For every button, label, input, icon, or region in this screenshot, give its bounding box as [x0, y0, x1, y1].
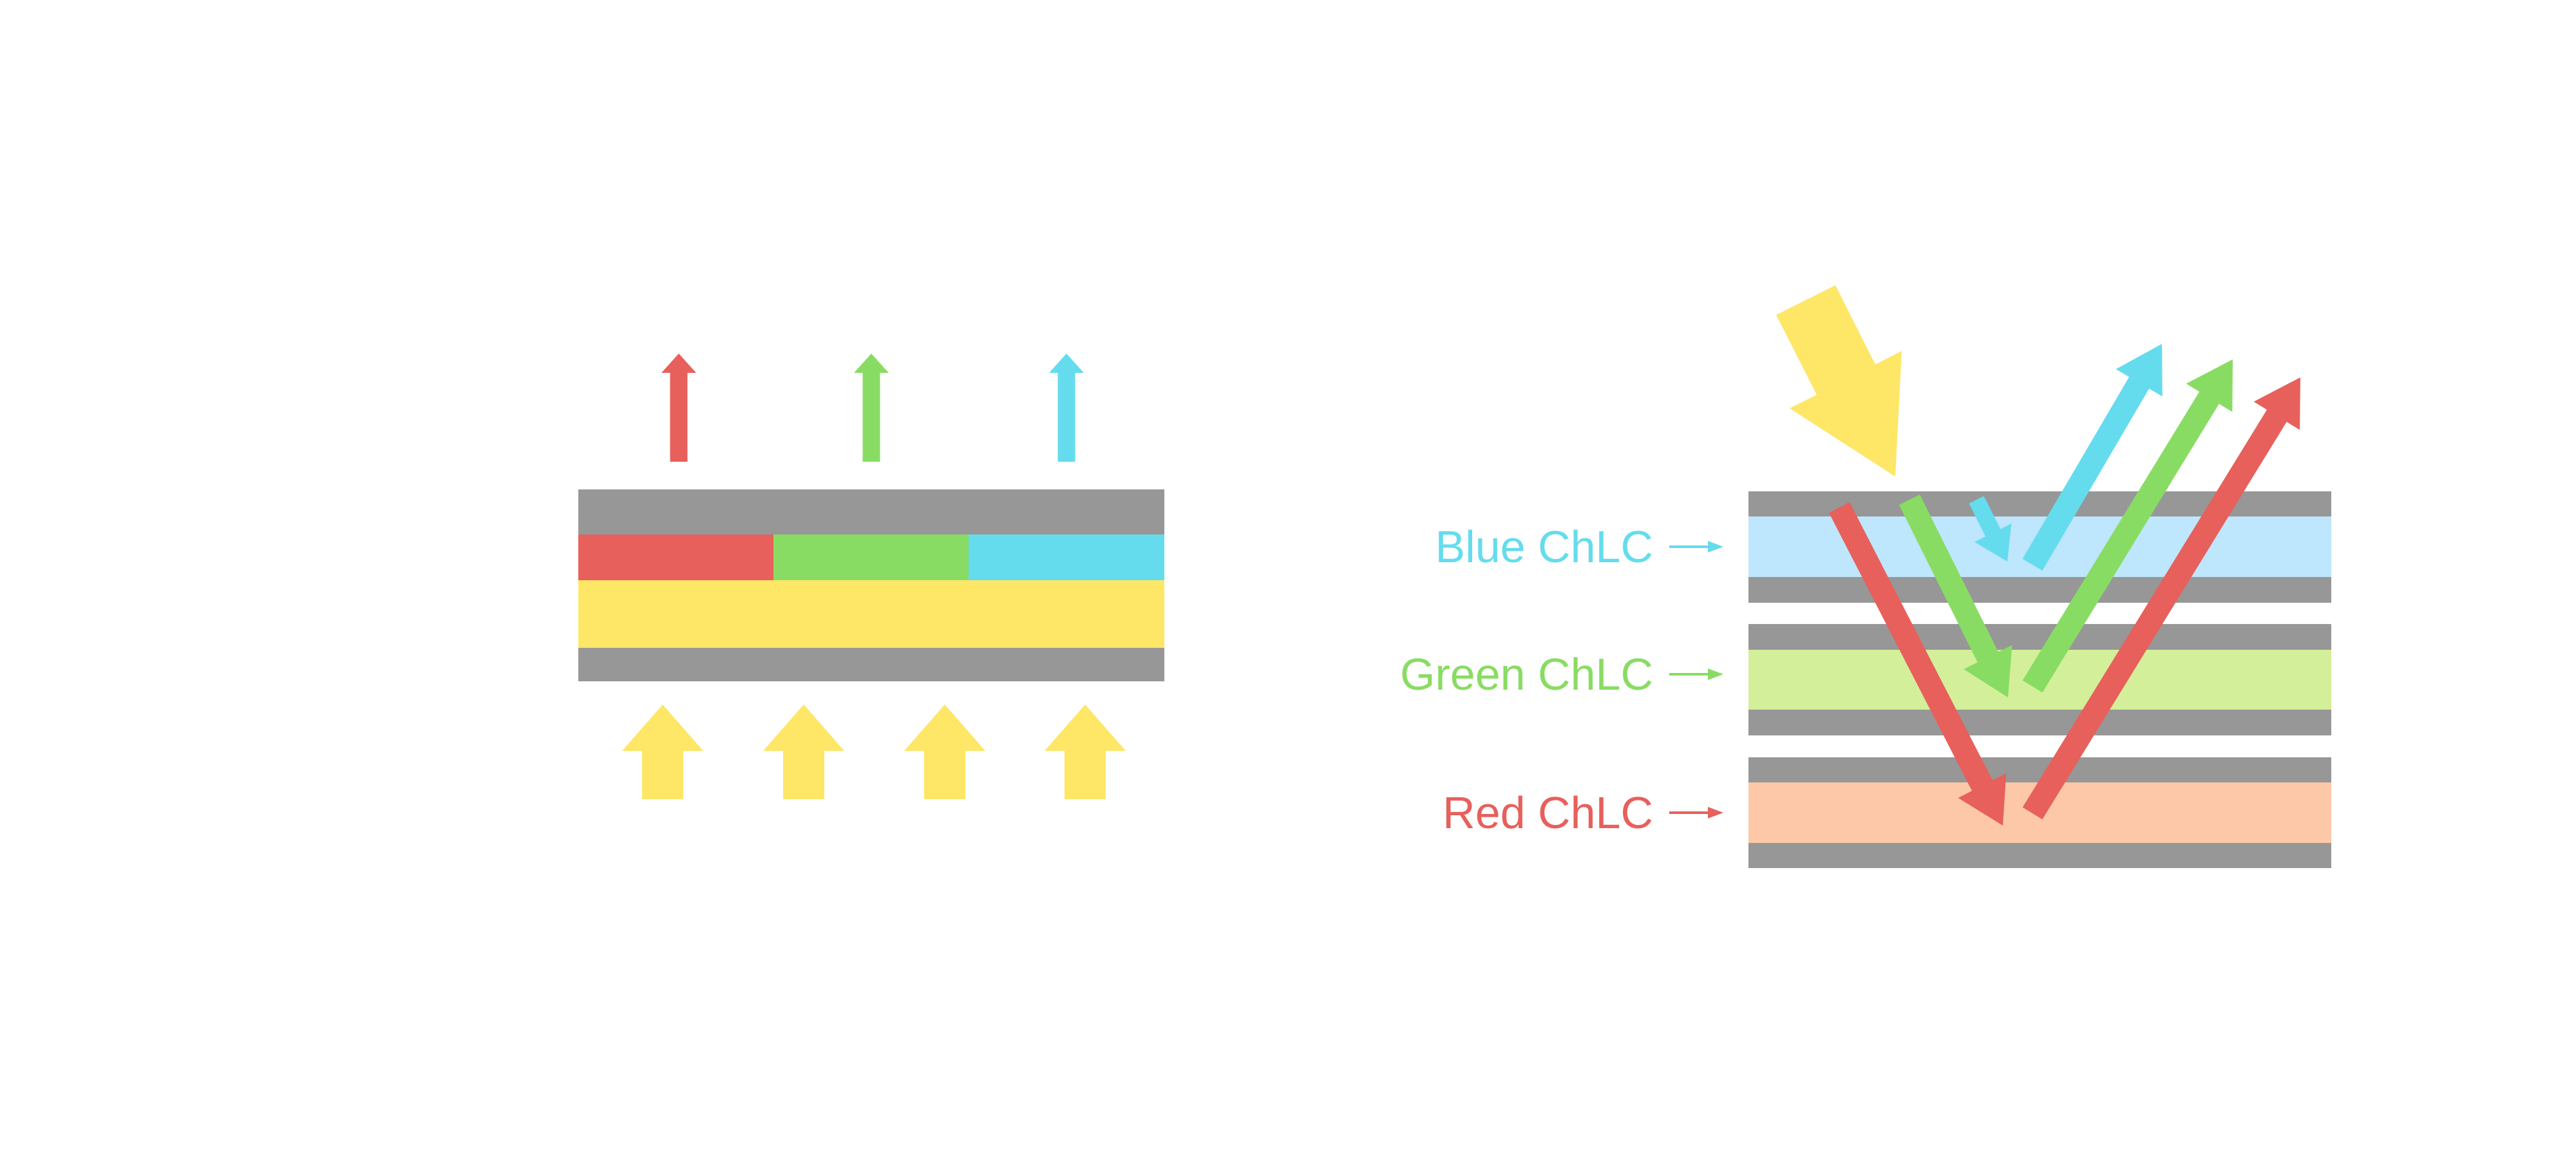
- green-incident-arrow: [1899, 495, 2012, 697]
- green-label-arrow: [1669, 668, 1723, 680]
- blue-incident-arrow: [1969, 496, 2012, 562]
- backlight-arrow-2: [763, 705, 844, 799]
- red-bottom-substrate: [1748, 843, 2331, 868]
- green-bottom-substrate: [1748, 710, 2331, 735]
- backlight-arrow-3: [904, 705, 985, 799]
- layer-labels: Blue ChLC Green ChLC Red ChLC: [1400, 522, 1653, 838]
- left-arrows: [622, 354, 1126, 799]
- red-output-arrow: [661, 354, 696, 462]
- green-top-substrate: [1748, 624, 2331, 650]
- bottom-substrate: [578, 648, 1164, 681]
- right-arrows: [1829, 344, 2300, 826]
- label-pointer-arrows: [1669, 541, 1723, 818]
- blue-bottom-substrate: [1748, 577, 2331, 603]
- red-incident-arrow: [1829, 502, 2007, 826]
- color-filter-stack: [578, 489, 1164, 681]
- backlight-arrow-4: [1045, 705, 1126, 799]
- green-output-arrow: [854, 354, 889, 462]
- backlight-arrow-1: [622, 705, 703, 799]
- backlight-layer: [578, 580, 1164, 648]
- blue-output-arrow: [1049, 354, 1084, 462]
- red-reflected-arrow: [2022, 377, 2300, 820]
- blue-reflected-arrow: [2022, 344, 2163, 571]
- top-substrate: [578, 489, 1164, 534]
- red-top-substrate: [1748, 757, 2331, 782]
- blue-label-arrow: [1669, 541, 1723, 553]
- red-filter: [578, 534, 773, 580]
- green-filter: [773, 534, 969, 580]
- blue-chlc-label: Blue ChLC: [1435, 522, 1653, 572]
- red-label-arrow: [1669, 807, 1723, 818]
- red-chlc-label: Red ChLC: [1443, 788, 1653, 838]
- green-chlc-label: Green ChLC: [1400, 649, 1653, 699]
- green-reflected-arrow: [2022, 359, 2233, 693]
- incident-light-arrow: [1776, 285, 1902, 477]
- blue-filter: [969, 534, 1164, 580]
